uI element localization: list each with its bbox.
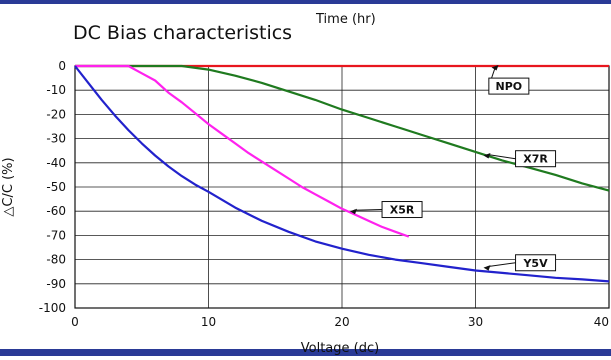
x-tick-label: 20 — [334, 315, 349, 329]
y-tick-label: -30 — [46, 132, 66, 146]
y-tick-label: -10 — [46, 83, 66, 97]
callout-box — [515, 254, 557, 272]
callout-box — [381, 201, 423, 219]
callout-box — [515, 150, 557, 168]
y-tick-label: 0 — [58, 59, 66, 73]
series-callouts: NPO X7R X5R Y5V — [350, 64, 557, 272]
x-tick-label: 0 — [71, 315, 79, 329]
series-line-x5r — [75, 64, 410, 238]
callout-arrowhead — [483, 265, 491, 271]
series-line-x7r — [75, 64, 610, 192]
grid — [74, 65, 610, 309]
y-axis-label: △C/C (%) — [1, 157, 16, 216]
y-tick-label: -70 — [46, 228, 66, 242]
y-tick-label: -80 — [46, 253, 66, 267]
x-tick-label: 40 — [594, 315, 609, 329]
series-label-x5r: X5R — [390, 204, 415, 217]
y-tick-label: -50 — [46, 180, 66, 194]
x-axis-label: Voltage (dc) — [301, 341, 379, 356]
y-tick-label: -40 — [46, 156, 66, 170]
bottom-stripe — [0, 349, 611, 356]
callout-box — [488, 77, 530, 95]
callout-arrowhead — [491, 64, 499, 71]
x-tick-label: 30 — [468, 315, 483, 329]
y-tick-label: -100 — [39, 301, 66, 315]
callout-arrowhead — [483, 153, 491, 159]
series-group — [74, 64, 610, 283]
callout-leader — [487, 262, 516, 268]
chart-title: DC Bias characteristics — [73, 22, 292, 44]
top-label: Time (hr) — [315, 12, 376, 27]
y-tick-label: -90 — [46, 277, 66, 291]
series-label-y5v: Y5V — [522, 257, 548, 270]
series-line-y5v — [74, 65, 610, 283]
series-label-x7r: X7R — [523, 153, 548, 166]
y-tick-label: -60 — [46, 204, 66, 218]
tick-labels: 0 -10 -20 -30 -40 -50 -60 -70 -80 -90 -100 0 10 20 30 4… — [39, 59, 609, 329]
callout-leader — [353, 209, 383, 211]
top-stripe — [0, 0, 611, 4]
y-tick-label: -20 — [46, 107, 66, 121]
series-label-npo: NPO — [496, 80, 523, 93]
callout-arrowhead — [350, 208, 358, 215]
callout-leader — [487, 154, 516, 160]
x-tick-label: 10 — [201, 315, 216, 329]
